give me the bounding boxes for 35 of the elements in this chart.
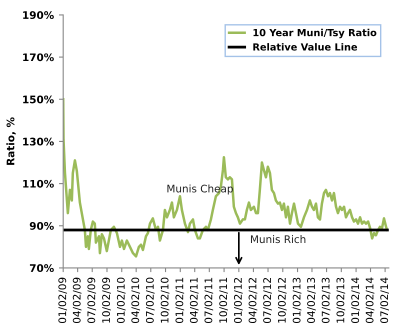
x-tick-label: 07/02/14 xyxy=(380,278,389,324)
y-tick-label: 70% xyxy=(30,264,54,272)
x-tick-label: 10/02/10 xyxy=(160,278,170,323)
x-tick-label: 10/02/11 xyxy=(219,278,228,323)
x-tick-label: 01/02/11 xyxy=(175,278,184,324)
line-series xyxy=(63,98,388,258)
x-tick-label: 07/02/13 xyxy=(322,278,330,324)
x-tick-label: 10/02/12 xyxy=(278,278,287,323)
x-tick-label: 04/02/09 xyxy=(72,278,82,324)
x-tick-label: 07/02/09 xyxy=(87,278,96,324)
x-tick-label: 10/02/09 xyxy=(102,278,111,323)
x-tick-label: 07/02/11 xyxy=(204,278,214,324)
x-tick-label: 01/02/12 xyxy=(234,278,243,324)
x-tick-label: 01/02/14 xyxy=(351,278,360,324)
x-tick-label: 04/02/11 xyxy=(190,278,199,324)
y-tick-label: 130% xyxy=(23,138,54,146)
x-tick-label: 04/02/13 xyxy=(307,278,316,324)
x-tick-label: 07/02/10 xyxy=(146,278,155,324)
x-tick-label: 04/02/14 xyxy=(366,278,374,324)
legend-label: Relative Value Line xyxy=(253,43,358,51)
legend-label: 10 Year Muni/Tsy Ratio xyxy=(254,28,376,38)
x-tick-label: 04/02/10 xyxy=(131,278,140,324)
x-tick-label: 01/02/13 xyxy=(292,278,302,324)
x-tick-label: 07/02/12 xyxy=(263,278,272,324)
y-tick-label: 190% xyxy=(23,11,54,20)
x-tick-label: 01/02/09 xyxy=(58,278,68,324)
x-tick-label: 01/02/10 xyxy=(116,278,126,324)
x-tick-label: 04/02/12 xyxy=(248,278,258,324)
y-tick-label: 110% xyxy=(23,180,54,188)
y-tick-label: 90% xyxy=(30,222,54,230)
y-axis-title: Ratio, % xyxy=(6,117,16,165)
annotation: Munis Rich xyxy=(250,235,306,244)
x-tick-label: 10/02/13 xyxy=(336,278,346,323)
y-tick-label: 150% xyxy=(23,95,54,104)
y-tick-label: 170% xyxy=(23,53,54,62)
